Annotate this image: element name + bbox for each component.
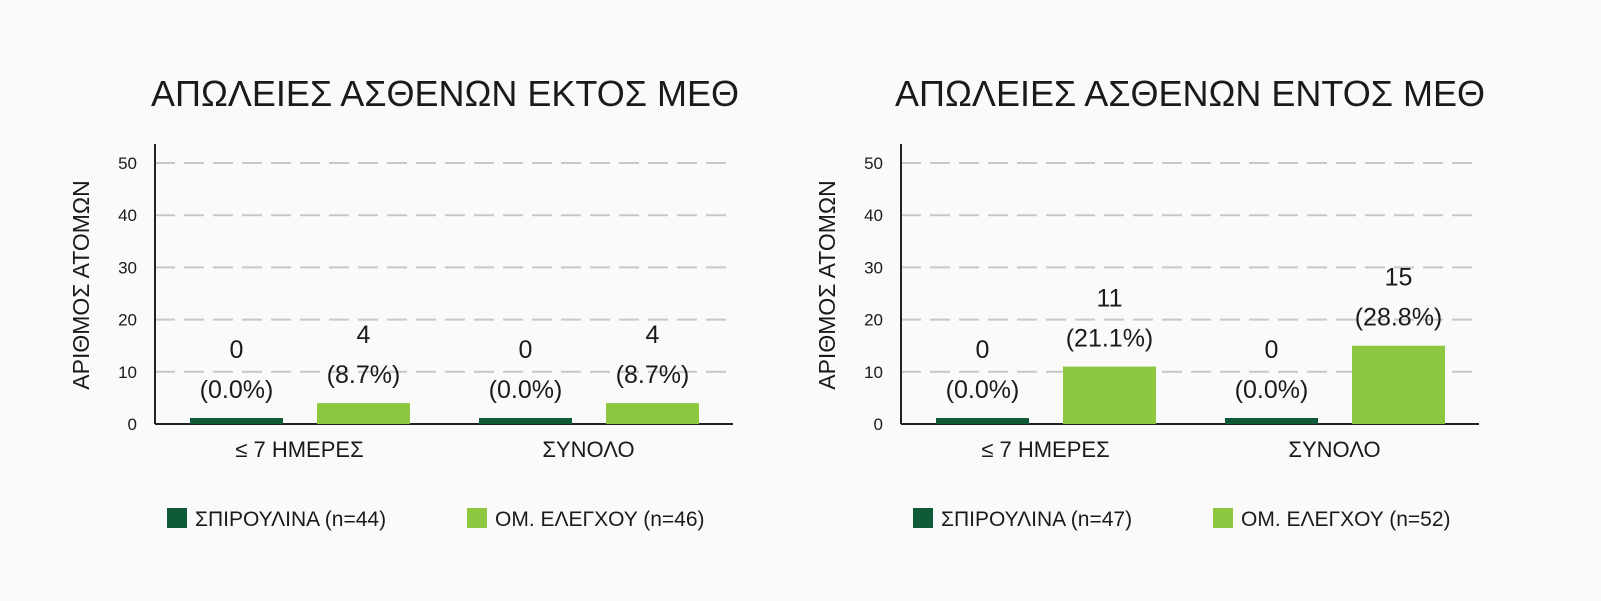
y-tick-label: 40 (118, 206, 137, 225)
data-label-value: 0 (519, 336, 533, 364)
bar (606, 403, 699, 424)
y-axis-label: ΑΡΙΘΜΟΣ ΑΤΟΜΩΝ (68, 180, 94, 389)
data-label-value: 15 (1385, 264, 1413, 292)
data-label-percent: (28.8%) (1355, 304, 1443, 332)
data-label-value: 0 (1265, 336, 1279, 364)
bar (1352, 345, 1445, 424)
data-label-percent: (8.7%) (327, 361, 401, 389)
y-tick-label: 10 (864, 363, 883, 382)
bar (190, 418, 283, 424)
legend-label: ΟΜ. ΕΛΕΓΧΟΥ (n=52) (1241, 508, 1451, 531)
legend-label: ΣΠΙΡΟΥΛΙΝΑ (n=47) (941, 508, 1132, 531)
data-label-percent: (0.0%) (200, 376, 274, 404)
legend-swatch (167, 508, 187, 528)
bar (479, 418, 572, 424)
y-tick-label: 0 (128, 415, 137, 434)
x-category-label: ≤ 7 ΗΜΕΡΕΣ (981, 437, 1109, 462)
bar (1063, 366, 1156, 424)
y-tick-label: 10 (118, 363, 137, 382)
data-label-value: 0 (976, 336, 990, 364)
chart-panel: ΑΠΩΛΕΙΕΣ ΑΣΘΕΝΩΝ ΕΚΤΟΣ ΜΕΘ ΑΡΙΘΜΟΣ ΑΤΟΜΩΝ… (68, 73, 739, 531)
y-tick-label: 30 (864, 258, 883, 277)
data-label-percent: (0.0%) (489, 376, 563, 404)
y-tick-label: 50 (118, 154, 137, 173)
chart-title: ΑΠΩΛΕΙΕΣ ΑΣΘΕΝΩΝ ΕΝΤΟΣ ΜΕΘ (895, 73, 1485, 114)
x-category-label: ≤ 7 ΗΜΕΡΕΣ (235, 437, 363, 462)
y-axis-label: ΑΡΙΘΜΟΣ ΑΤΟΜΩΝ (814, 180, 840, 389)
data-label-percent: (8.7%) (616, 361, 690, 389)
legend-label: ΟΜ. ΕΛΕΓΧΟΥ (n=46) (495, 508, 705, 531)
y-tick-label: 20 (118, 311, 137, 330)
legend-swatch (467, 508, 487, 528)
y-tick-label: 20 (864, 311, 883, 330)
y-tick-label: 0 (874, 415, 883, 434)
y-tick-label: 50 (864, 154, 883, 173)
data-label-value: 4 (646, 321, 660, 349)
bar (1225, 418, 1318, 424)
x-category-label: ΣΥΝΟΛΟ (542, 437, 634, 462)
legend-swatch (913, 508, 933, 528)
x-category-label: ΣΥΝΟΛΟ (1288, 437, 1380, 462)
chart-panel: ΑΠΩΛΕΙΕΣ ΑΣΘΕΝΩΝ ΕΝΤΟΣ ΜΕΘ ΑΡΙΘΜΟΣ ΑΤΟΜΩΝ… (814, 73, 1485, 531)
legend-swatch (1213, 508, 1233, 528)
y-tick-label: 30 (118, 258, 137, 277)
data-label-value: 0 (230, 336, 244, 364)
y-tick-label: 40 (864, 206, 883, 225)
bar (317, 403, 410, 424)
data-label-percent: (0.0%) (1235, 376, 1309, 404)
data-label-value: 4 (357, 321, 371, 349)
data-label-percent: (0.0%) (946, 376, 1020, 404)
legend-label: ΣΠΙΡΟΥΛΙΝΑ (n=44) (195, 508, 386, 531)
data-label-percent: (21.1%) (1066, 325, 1154, 353)
bar (936, 418, 1029, 424)
chart-title: ΑΠΩΛΕΙΕΣ ΑΣΘΕΝΩΝ ΕΚΤΟΣ ΜΕΘ (151, 73, 739, 114)
data-label-value: 11 (1097, 285, 1123, 313)
